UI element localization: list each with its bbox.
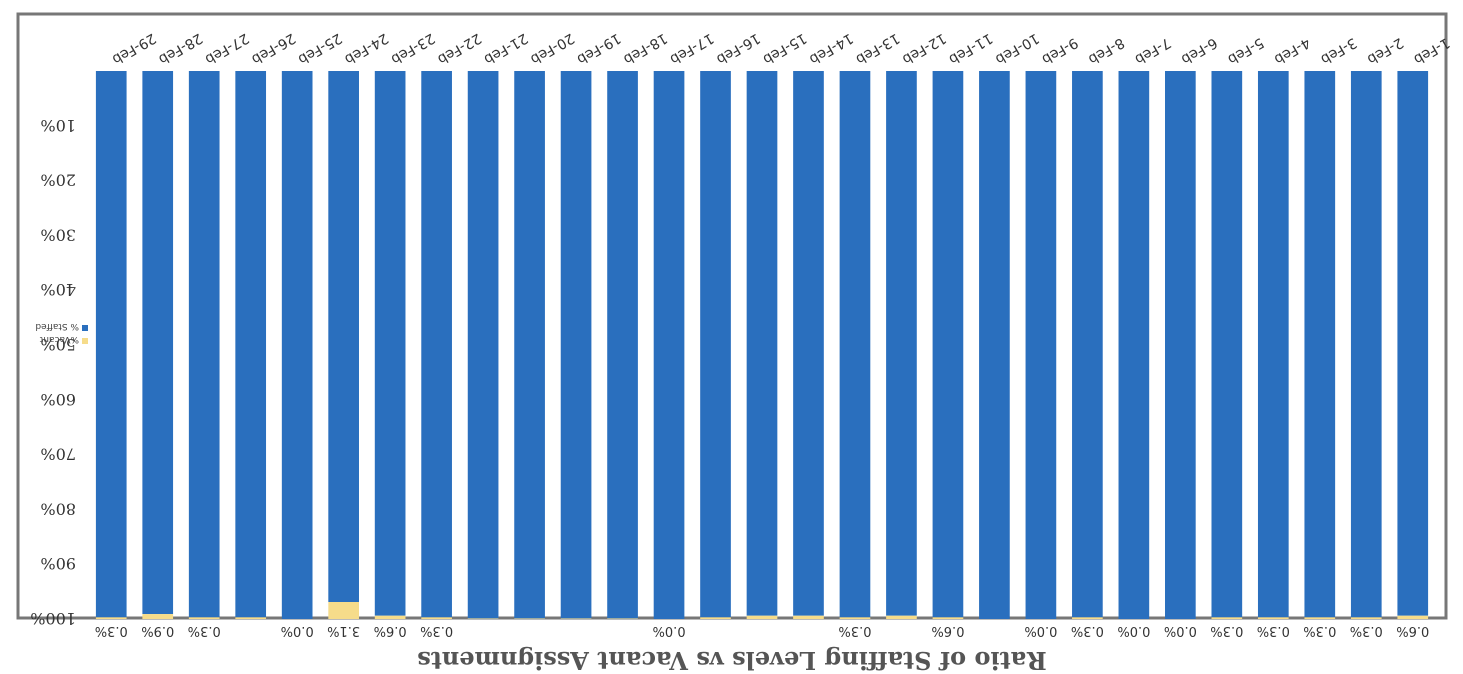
bar-vacant-23-Feb [374,615,406,619]
chart-title: Ratio of Staffing Levels vs Vacant Assig… [417,646,1047,674]
bar-staffed-6-Feb [1165,71,1196,619]
data-label: 0.3% [1210,623,1243,638]
bar-vacant-8-Feb [1072,617,1103,619]
bar-vacant-20-Feb [514,618,545,619]
bar-staffed-18-Feb [607,71,638,619]
bar-staffed-3-Feb [1304,71,1336,618]
bar-staffed-7-Feb [1118,71,1150,619]
data-label: 0.0% [653,623,686,638]
y-tick-label: 100% [30,609,76,628]
data-label: 0.3% [1257,623,1290,638]
bar-staffed-22-Feb [421,71,452,618]
bar-staffed-4-Feb [1257,71,1289,618]
bar-staffed-15-Feb [746,71,778,616]
bar-vacant-21-Feb [467,618,499,619]
bar-vacant-27-Feb [188,617,220,619]
y-tick-label: 50% [40,335,76,354]
bar-vacant-2-Feb [1350,617,1382,619]
bar-vacant-13-Feb [839,617,871,619]
bar-staffed-28-Feb [142,71,174,615]
legend-label: % Staffed [35,321,79,331]
plot-area [95,71,1429,619]
bar-staffed-13-Feb [839,71,871,618]
data-label: 0.9% [141,623,174,638]
data-label: 0.0% [1024,623,1057,638]
data-label: 0.0% [1164,623,1197,638]
bar-vacant-28-Feb [142,614,174,619]
bar-staffed-16-Feb [700,71,731,618]
bar-staffed-2-Feb [1350,71,1382,618]
y-tick-label: 90% [40,554,76,573]
data-label: 0.3% [1303,623,1336,638]
legend: %Vacant % Staffed [35,321,88,344]
y-tick-label: 10% [40,116,76,135]
bar-vacant-12-Feb [886,615,917,619]
y-tick-label: 80% [40,499,76,518]
y-tick-label: 70% [40,445,76,464]
bar-staffed-27-Feb [188,71,220,618]
data-label: 0.3% [188,623,221,638]
bar-vacant-5-Feb [1211,617,1243,619]
legend-label: %Vacant [39,334,79,344]
bar-vacant-15-Feb [746,615,778,619]
y-tick-label: 30% [40,225,76,244]
bar-vacant-4-Feb [1257,617,1289,619]
data-label: 0.3% [1350,623,1383,638]
data-labels: 0.6% 0.3% 0.3% 0.3% 0.3% 0.0% 0.0% 0.3% 0.0% 0.6%… [95,623,1430,638]
bar-staffed-19-Feb [560,71,592,619]
bar-vacant-29-Feb [95,617,127,619]
bar-vacant-14-Feb [793,615,824,619]
bar-staffed-17-Feb [653,71,685,619]
data-label: 0.3% [95,623,128,638]
bar-vacant-11-Feb [932,617,964,619]
data-label: 0.6% [931,623,964,638]
bar-staffed-20-Feb [514,71,545,619]
bar-staffed-14-Feb [793,71,824,616]
legend-swatch [82,325,88,331]
bar-staffed-9-Feb [1025,71,1057,619]
bar-staffed-23-Feb [374,71,406,616]
bar-vacant-19-Feb [560,618,592,619]
y-tick-label: 40% [40,280,76,299]
data-label: 0.6% [374,623,407,638]
bar-vacant-3-Feb [1304,617,1336,619]
bar-staffed-10-Feb [979,71,1010,619]
bar-vacant-18-Feb [607,618,638,619]
bar-staffed-21-Feb [467,71,499,619]
bar-vacant-16-Feb [700,617,731,619]
bar-vacant-22-Feb [421,617,452,619]
data-label: 0.6% [1396,623,1429,638]
y-tick-label: 60% [40,390,76,409]
data-label: 0.0% [1117,623,1150,638]
y-tick-label: 20% [40,171,76,190]
bar-staffed-1-Feb [1397,71,1429,616]
data-label: 0.3% [838,623,871,638]
bar-staffed-29-Feb [95,71,127,618]
bar-staffed-26-Feb [235,71,267,618]
bar-staffed-11-Feb [932,71,964,618]
bar-staffed-25-Feb [281,71,313,619]
bar-vacant-26-Feb [235,617,267,619]
bar-staffed-5-Feb [1211,71,1243,618]
bar-staffed-12-Feb [886,71,917,616]
data-label: 0.3% [1071,623,1104,638]
bar-vacant-24-Feb [328,602,359,619]
data-label: 0.3% [420,623,453,638]
y-axis: 10% 20% 30% 40% 50% 60% 70% 80% 90% 100% [30,116,76,628]
bar-vacant-1-Feb [1397,615,1429,619]
data-label: 0.0% [281,623,314,638]
data-label: 3.1% [327,623,360,638]
bar-staffed-8-Feb [1072,71,1103,618]
legend-swatch [82,338,88,344]
bar-staffed-24-Feb [328,71,359,603]
